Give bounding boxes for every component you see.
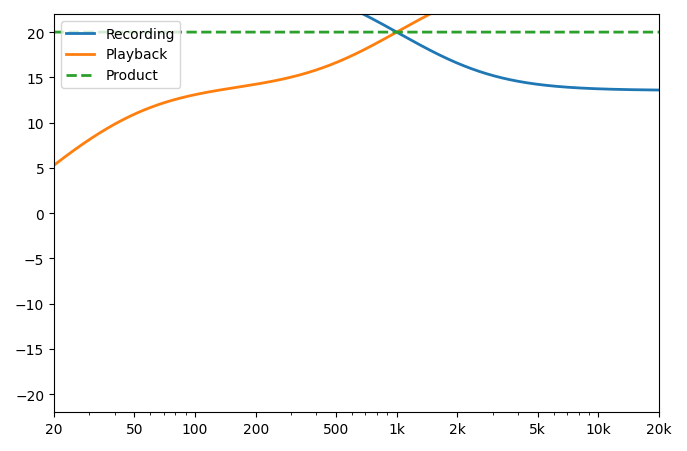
Product [104,30,112,36]
Playback [344,55,352,61]
Recording [638,88,646,93]
Recording [344,5,352,10]
Recording [655,88,664,93]
Product [345,30,353,36]
Product [56,30,64,36]
Legend: Recording, Playback, Product: Recording, Playback, Product [61,22,181,89]
Product [328,30,337,36]
Playback [81,141,89,146]
Line: Playback: Playback [54,0,660,166]
Product [50,30,58,36]
Product [655,30,664,36]
Playback [50,163,58,169]
Recording [638,88,646,93]
Recording [526,82,534,87]
Recording [328,0,337,4]
Playback [328,62,337,68]
Product [81,30,89,36]
Line: Recording: Recording [54,0,660,91]
Product [638,30,646,36]
Product [527,30,535,36]
Product [638,30,646,36]
